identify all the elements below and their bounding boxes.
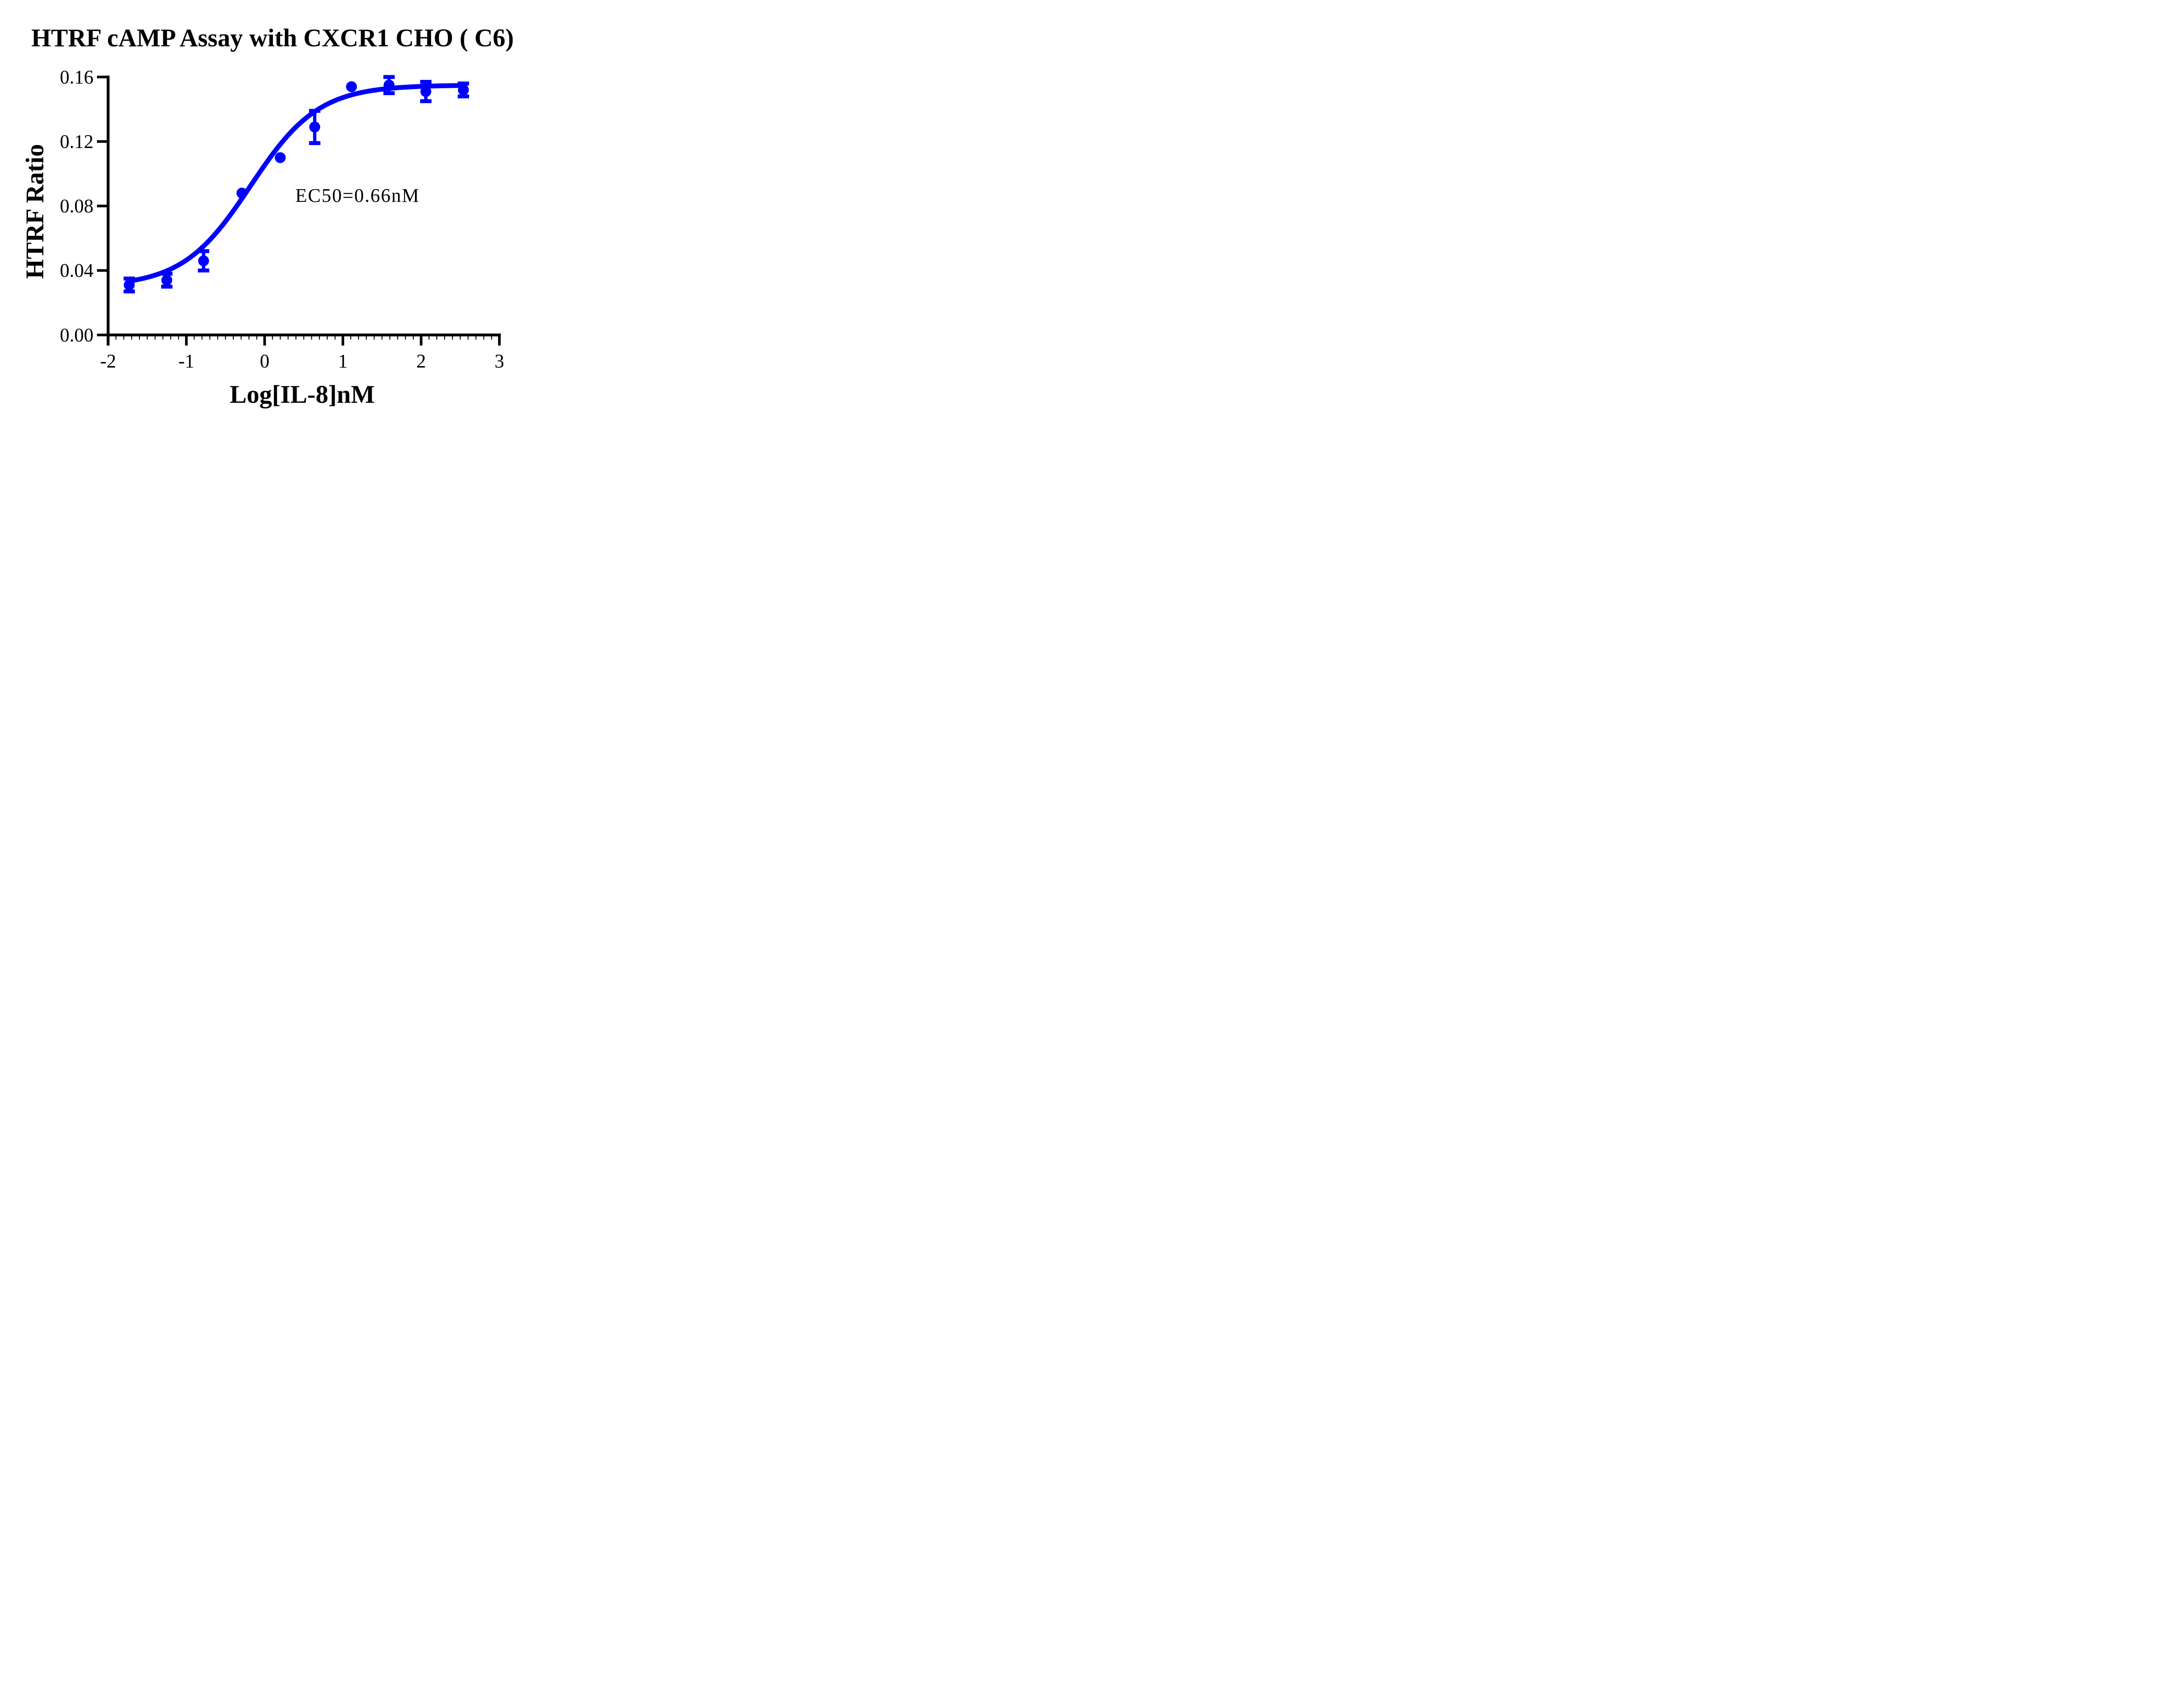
x-tick-label: -2	[100, 350, 116, 372]
data-point-marker	[346, 81, 357, 92]
data-point-marker	[124, 279, 135, 291]
data-point-marker	[236, 187, 248, 199]
y-tick-label: 0.12	[60, 131, 93, 152]
data-point-marker	[384, 80, 395, 91]
x-axis-title: Log[IL-8]nM	[230, 380, 375, 408]
x-tick-label: 3	[494, 350, 504, 372]
data-point-marker	[198, 255, 209, 266]
data-point-marker	[458, 84, 469, 96]
chart-title: HTRF cAMP Assay with CXCR1 CHO ( C6)	[31, 24, 514, 52]
fit-curve	[126, 83, 467, 284]
y-axis-title: HTRF Ratio	[21, 144, 49, 279]
data-point-marker	[275, 152, 286, 163]
y-tick-label: 0.00	[60, 324, 93, 346]
chart-root: -2 -1 0 1 2 3 0.00 0.04 0.08 0.12 0.16	[60, 66, 504, 372]
y-tick-label: 0.08	[60, 195, 93, 217]
data-point-marker	[309, 121, 320, 133]
x-tick-label: -1	[178, 350, 194, 372]
x-tick-label: 0	[260, 350, 270, 372]
data-point-marker	[420, 86, 432, 97]
dose-response-chart: -2 -1 0 1 2 3 0.00 0.04 0.08 0.12 0.16 HTRF cAMP A…	[21, 24, 514, 408]
ec50-annotation: EC50=0.66nM	[295, 185, 420, 206]
y-tick-label: 0.04	[60, 260, 93, 281]
x-tick-label: 2	[416, 350, 426, 372]
x-tick-label: 1	[338, 350, 348, 372]
data-point-marker	[161, 274, 173, 286]
y-tick-label: 0.16	[60, 66, 93, 88]
figure: -2 -1 0 1 2 3 0.00 0.04 0.08 0.12 0.16 HTRF cAMP A…	[0, 0, 573, 426]
